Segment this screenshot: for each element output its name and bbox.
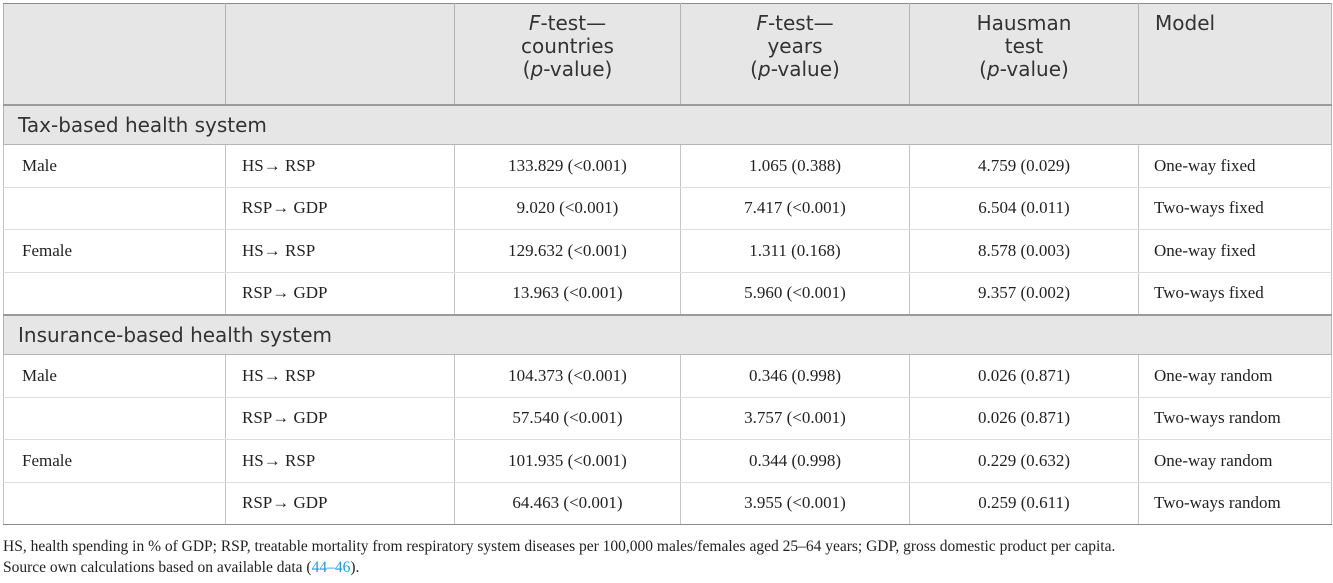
- model-cell: One-way fixed: [1138, 229, 1332, 273]
- group-cell: Male: [3, 354, 226, 398]
- reference-link[interactable]: 44–46: [311, 559, 351, 576]
- header-f-test-years: F-test— years (p-value): [680, 3, 910, 106]
- model-cell: Two-ways fixed: [1138, 272, 1332, 316]
- group-cell: Female: [3, 439, 226, 483]
- header-row: F-test— countries (p-value) F-test— year…: [3, 3, 1332, 106]
- equation-cell: RSP→ GDP: [225, 187, 455, 230]
- header-value-label: -value): [999, 57, 1069, 81]
- header-model: Model: [1138, 3, 1332, 106]
- hausman-cell: 4.759 (0.029): [909, 144, 1139, 188]
- header-value-label: -value): [770, 57, 840, 81]
- f-countries-cell: 64.463 (<0.001): [454, 482, 681, 525]
- group-cell: Male: [3, 144, 226, 188]
- table-row: RSP→ GDP 9.020 (<0.001) 7.417 (<0.001) 6…: [3, 187, 1332, 230]
- header-f-line1: -test—: [767, 11, 834, 35]
- header-value-label: -value): [543, 57, 613, 81]
- equation-cell: HS→ RSP: [225, 354, 455, 398]
- results-table: F-test— countries (p-value) F-test— year…: [3, 3, 1332, 525]
- equation-cell: HS→ RSP: [225, 229, 455, 273]
- equation-cell: HS→ RSP: [225, 439, 455, 483]
- section-row-insurance-based: Insurance-based health system: [3, 314, 1332, 355]
- f-countries-cell: 57.540 (<0.001): [454, 397, 681, 440]
- f-years-cell: 3.757 (<0.001): [680, 397, 910, 440]
- f-years-cell: 1.311 (0.168): [680, 229, 910, 273]
- f-years-cell: 5.960 (<0.001): [680, 272, 910, 316]
- equation-cell: RSP→ GDP: [225, 482, 455, 525]
- header-f-line2: countries: [521, 34, 614, 58]
- f-years-cell: 1.065 (0.388): [680, 144, 910, 188]
- section-row-tax-based: Tax-based health system: [3, 104, 1332, 145]
- header-p-italic: p: [530, 57, 544, 81]
- hausman-cell: 0.026 (0.871): [909, 397, 1139, 440]
- table-row: RSP→ GDP 13.963 (<0.001) 5.960 (<0.001) …: [3, 272, 1332, 316]
- header-f-test-countries: F-test— countries (p-value): [454, 3, 681, 106]
- model-cell: One-way random: [1138, 439, 1332, 483]
- abbreviation-note: HS, health spending in % of GDP; RSP, tr…: [3, 538, 1116, 555]
- header-hausman-line2: test: [1004, 34, 1044, 58]
- header-hausman-line1: Hausman: [976, 11, 1072, 35]
- f-years-cell: 0.346 (0.998): [680, 354, 910, 398]
- f-years-cell: 3.955 (<0.001): [680, 482, 910, 525]
- group-cell: [3, 482, 226, 525]
- header-f-italic: F: [528, 11, 541, 35]
- table-footnotes: HS, health spending in % of GDP; RSP, tr…: [3, 536, 1331, 578]
- section-title: Insurance-based health system: [3, 314, 1332, 355]
- header-paren: (: [750, 57, 758, 81]
- model-cell: One-way random: [1138, 354, 1332, 398]
- header-f-line1: -test—: [540, 11, 607, 35]
- table-row: Male HS→ RSP 104.373 (<0.001) 0.346 (0.9…: [3, 354, 1332, 398]
- hausman-cell: 0.026 (0.871): [909, 354, 1139, 398]
- equation-cell: RSP→ GDP: [225, 272, 455, 316]
- header-hausman-test: Hausman test (p-value): [909, 3, 1139, 106]
- f-years-cell: 7.417 (<0.001): [680, 187, 910, 230]
- model-cell: Two-ways fixed: [1138, 187, 1332, 230]
- source-text: Source own calculations based on availab…: [3, 559, 312, 576]
- hausman-cell: 0.229 (0.632): [909, 439, 1139, 483]
- group-cell: [3, 187, 226, 230]
- header-p-italic: p: [986, 57, 1000, 81]
- f-countries-cell: 133.829 (<0.001): [454, 144, 681, 188]
- f-countries-cell: 101.935 (<0.001): [454, 439, 681, 483]
- hausman-cell: 8.578 (0.003): [909, 229, 1139, 273]
- hausman-cell: 6.504 (0.011): [909, 187, 1139, 230]
- f-countries-cell: 9.020 (<0.001): [454, 187, 681, 230]
- section-title: Tax-based health system: [3, 104, 1332, 145]
- header-col-equation: [225, 3, 455, 106]
- hausman-cell: 0.259 (0.611): [909, 482, 1139, 525]
- table-row: Male HS→ RSP 133.829 (<0.001) 1.065 (0.3…: [3, 144, 1332, 188]
- hausman-cell: 9.357 (0.002): [909, 272, 1139, 316]
- model-cell: One-way fixed: [1138, 144, 1332, 188]
- table-row: RSP→ GDP 57.540 (<0.001) 3.757 (<0.001) …: [3, 397, 1332, 440]
- header-f-line2: years: [767, 34, 823, 58]
- equation-cell: RSP→ GDP: [225, 397, 455, 440]
- source-text-end: ).: [350, 559, 360, 576]
- group-cell: Female: [3, 229, 226, 273]
- header-paren: (: [979, 57, 987, 81]
- source-note: Source own calculations based on availab…: [3, 557, 1331, 578]
- f-years-cell: 0.344 (0.998): [680, 439, 910, 483]
- group-cell: [3, 397, 226, 440]
- table-wrapper: F-test— countries (p-value) F-test— year…: [3, 3, 1332, 525]
- table-row: Female HS→ RSP 101.935 (<0.001) 0.344 (0…: [3, 439, 1332, 483]
- model-cell: Two-ways random: [1138, 482, 1332, 525]
- f-countries-cell: 104.373 (<0.001): [454, 354, 681, 398]
- equation-cell: HS→ RSP: [225, 144, 455, 188]
- f-countries-cell: 129.632 (<0.001): [454, 229, 681, 273]
- header-paren: (: [522, 57, 531, 81]
- f-countries-cell: 13.963 (<0.001): [454, 272, 681, 316]
- group-cell: [3, 272, 226, 316]
- model-cell: Two-ways random: [1138, 397, 1332, 440]
- header-col-group: [3, 3, 226, 106]
- table-row: Female HS→ RSP 129.632 (<0.001) 1.311 (0…: [3, 229, 1332, 273]
- table-row: RSP→ GDP 64.463 (<0.001) 3.955 (<0.001) …: [3, 482, 1332, 525]
- header-p-italic: p: [757, 57, 771, 81]
- header-f-italic: F: [756, 11, 768, 35]
